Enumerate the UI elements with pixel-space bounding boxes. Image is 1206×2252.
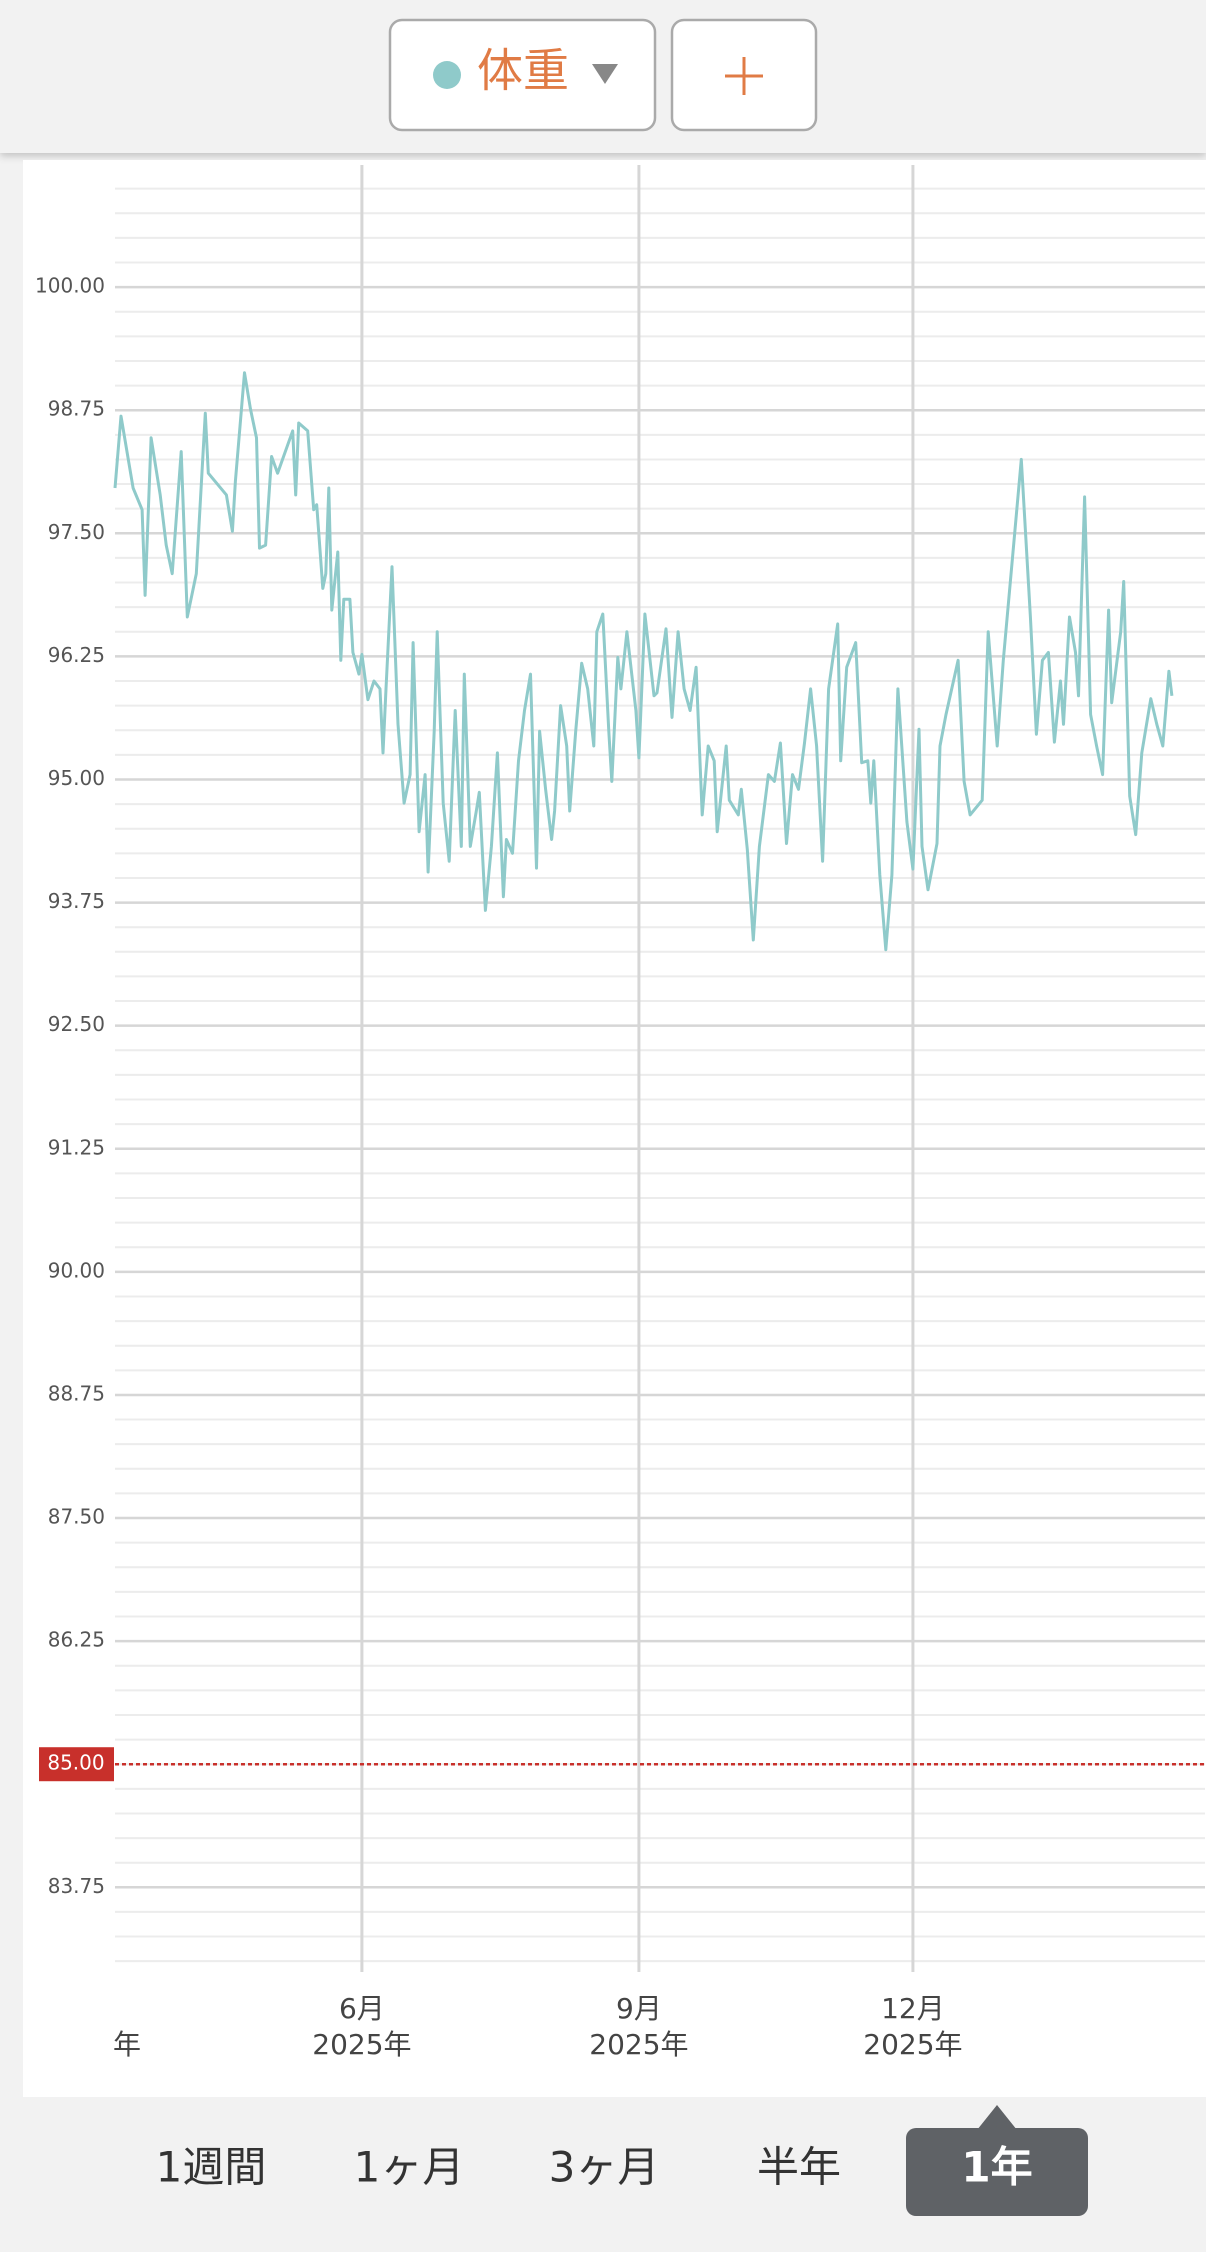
y-tick-label: 90.00	[48, 1258, 105, 1282]
tab-selected-bg	[906, 2128, 1088, 2216]
x-tick-label: 12月	[881, 1992, 945, 2025]
tab-pointer	[977, 2105, 1017, 2130]
x-tick-label: 9月	[616, 1992, 662, 2025]
period-tabs: 1週間 1ヶ月 3ヶ月 半年 1年	[156, 2105, 1088, 2216]
y-tick-label: 96.25	[48, 643, 105, 667]
weight-line	[113, 371, 1174, 952]
y-tick-label: 95.00	[48, 766, 105, 790]
metric-dot	[433, 61, 461, 89]
period-tab[interactable]: 1ヶ月	[354, 2143, 465, 2192]
y-tick-label: 88.75	[48, 1381, 105, 1405]
dropdown-arrow	[592, 64, 618, 84]
x-tick-year: 2025年	[312, 2028, 411, 2061]
plot: 83.75 86.25 87.50 88.75 90.00 91.25 92.50 93.75…	[35, 165, 1205, 2061]
goal-label-box	[39, 1747, 114, 1782]
x-tick-year: 2025年	[863, 2028, 962, 2061]
x-tick-year: 2025年	[589, 2028, 688, 2061]
x-tick-label: 6月	[339, 1992, 385, 2025]
goal-label: 85.00	[47, 1751, 104, 1775]
y-tick-label: 91.25	[48, 1135, 105, 1159]
y-tick-label: 97.50	[48, 520, 105, 544]
plus-icon	[725, 57, 763, 95]
period-tab[interactable]: 3ヶ月	[549, 2143, 660, 2192]
y-tick-label: 98.75	[48, 397, 105, 421]
y-tick-label: 87.50	[48, 1505, 105, 1529]
chart-card	[23, 160, 1206, 2097]
x-tick-year: 年	[113, 2028, 141, 2061]
y-tick-label: 100.00	[35, 274, 105, 298]
period-tab[interactable]: 1年	[961, 2143, 1032, 2192]
y-tick-label: 92.50	[48, 1012, 105, 1036]
metric-label: 体重	[477, 44, 569, 98]
y-tick-label: 93.75	[48, 889, 105, 913]
y-tick-label: 83.75	[48, 1874, 105, 1898]
period-tab[interactable]: 1週間	[156, 2143, 267, 2192]
metric-selector[interactable]	[388, 18, 657, 132]
y-tick-label: 86.25	[48, 1628, 105, 1652]
period-tab[interactable]: 半年	[757, 2143, 841, 2192]
